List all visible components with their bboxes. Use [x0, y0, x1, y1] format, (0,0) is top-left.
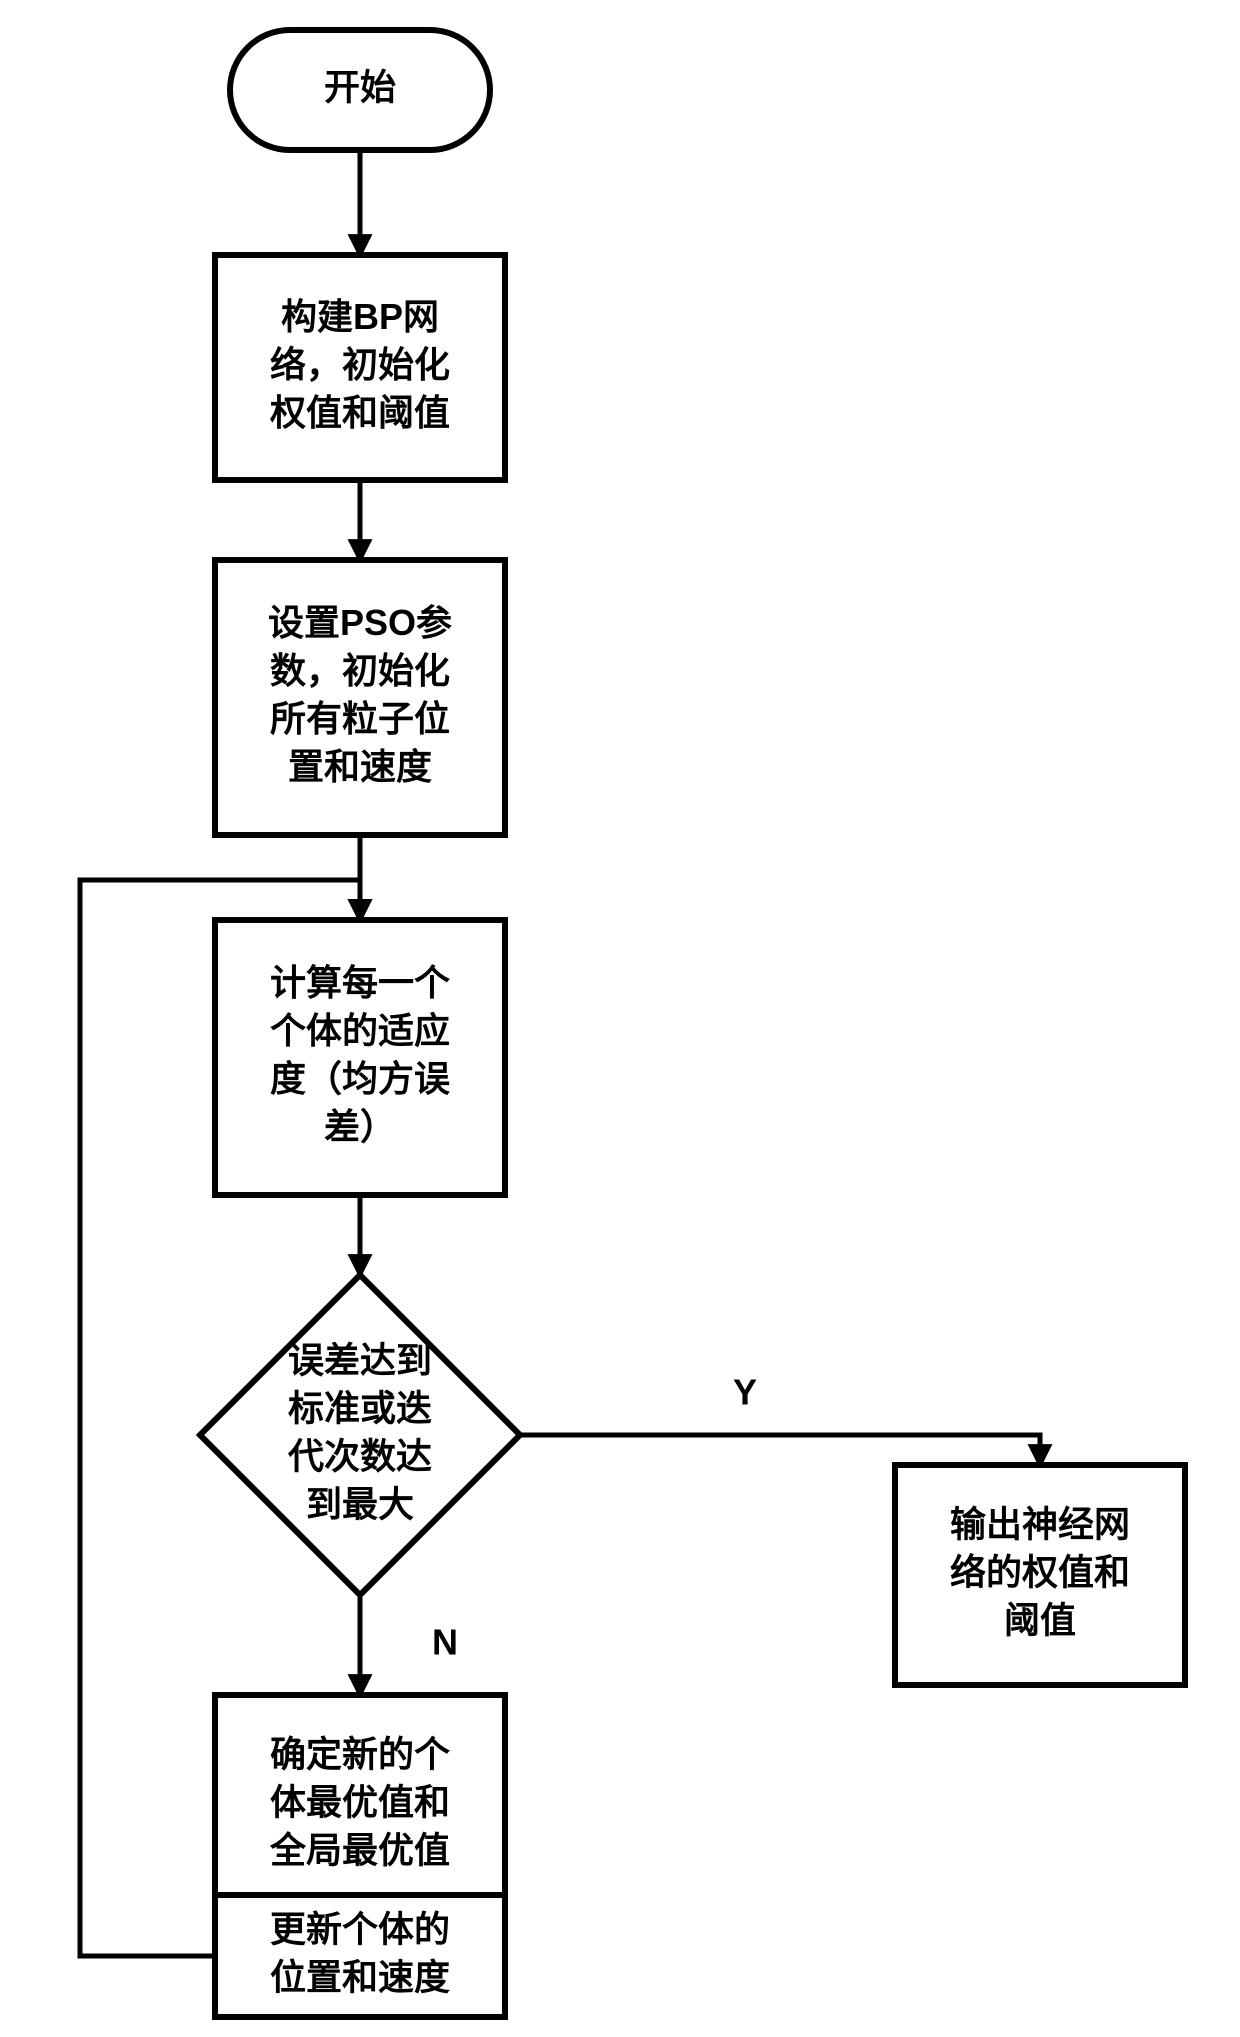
- node-text-pso-line3: 置和速度: [288, 746, 432, 787]
- node-text-fitness-line3: 差）: [324, 1106, 396, 1147]
- node-text-output-line0: 输出神经网: [950, 1504, 1130, 1545]
- node-text-cond-line3: 到最大: [306, 1484, 414, 1525]
- node-output: 输出神经网络的权值和阈值: [895, 1465, 1185, 1685]
- node-text-pbest-line0: 确定新的个: [270, 1734, 450, 1775]
- nodes-layer: 开始构建BP网络，初始化权值和阈值设置PSO参数，初始化所有粒子位置和速度计算每…: [200, 30, 1185, 2017]
- node-text-fitness-line2: 度（均方误: [270, 1058, 450, 1099]
- node-pso: 设置PSO参数，初始化所有粒子位置和速度: [215, 560, 505, 835]
- edge-label-cond-pbest: N: [432, 1622, 458, 1663]
- node-text-pso-line2: 所有粒子位: [270, 698, 450, 739]
- node-text-pbest-line1: 体最优值和: [270, 1782, 450, 1823]
- node-text-cond-line1: 标准或迭: [288, 1388, 432, 1429]
- node-update: 更新个体的位置和速度: [215, 1895, 505, 2017]
- node-text-update-line0: 更新个体的: [270, 1909, 450, 1950]
- node-text-fitness-line0: 计算每一个: [270, 962, 450, 1003]
- node-text-bp-line2: 权值和阈值: [269, 392, 450, 433]
- node-text-bp-line1: 络，初始化: [270, 344, 450, 385]
- node-text-bp-line0: 构建BP网: [281, 296, 439, 337]
- edge-cond-to-output: [520, 1435, 1040, 1465]
- edge-label-cond-output: Y: [733, 1372, 757, 1413]
- node-text-pso-line1: 数，初始化: [270, 650, 450, 691]
- node-pbest: 确定新的个体最优值和全局最优值: [215, 1695, 505, 1915]
- node-start: 开始: [230, 30, 490, 150]
- node-text-cond-line0: 误差达到: [288, 1340, 432, 1381]
- node-fitness: 计算每一个个体的适应度（均方误差）: [215, 920, 505, 1195]
- node-text-pso-line0: 设置PSO参: [268, 602, 452, 643]
- node-text-update-line1: 位置和速度: [270, 1957, 450, 1998]
- node-text-pbest-line2: 全局最优值: [269, 1830, 450, 1871]
- node-bp: 构建BP网络，初始化权值和阈值: [215, 255, 505, 480]
- node-text-fitness-line1: 个体的适应: [270, 1010, 450, 1051]
- flowchart-canvas: NY开始构建BP网络，初始化权值和阈值设置PSO参数，初始化所有粒子位置和速度计…: [0, 0, 1240, 2037]
- node-text-start-line0: 开始: [324, 67, 396, 108]
- node-text-cond-line2: 代次数达: [287, 1436, 432, 1477]
- node-cond: 误差达到标准或迭代次数达到最大: [200, 1275, 520, 1595]
- node-text-output-line1: 络的权值和: [950, 1552, 1130, 1593]
- node-text-output-line2: 阈值: [1004, 1600, 1076, 1641]
